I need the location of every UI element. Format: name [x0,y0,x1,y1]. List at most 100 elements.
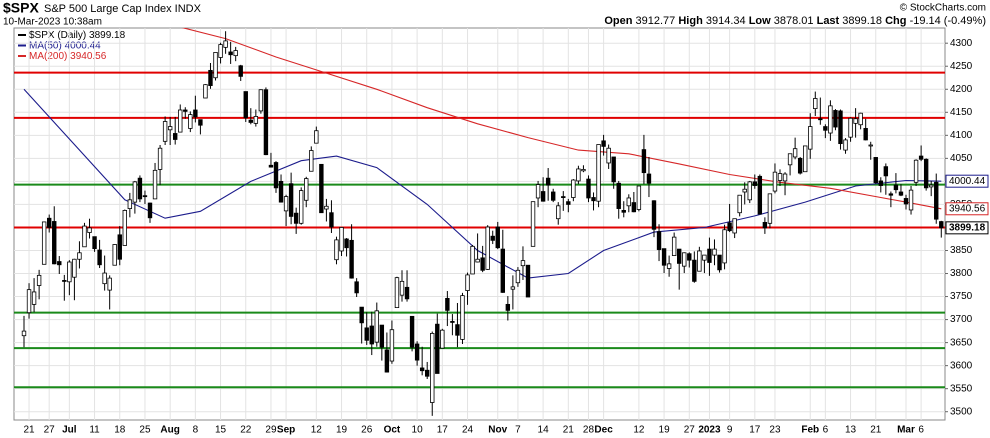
x-tick-label: 24 [462,425,474,436]
candle-body [510,286,516,290]
candle-body [787,153,793,166]
candle-body [520,260,526,267]
x-tick-label: Mar [897,425,915,436]
candle-body [616,182,621,209]
y-tick-label: 3550 [950,383,973,394]
y-tick-label: 4100 [950,130,973,141]
legend-entry: MA(200) 3940.56 [29,51,107,62]
candle-body [57,261,62,266]
chart-date: 10-Mar-2023 10:38am [3,17,102,28]
quote-value: -19.14 (-0.49%) [910,15,986,27]
candle-body [913,159,919,183]
candle-body [329,212,334,228]
legend-name: $SPX (Daily) [29,30,86,41]
quote-label: Chg [885,15,906,27]
candle-body [656,231,662,250]
candle-body [551,191,556,201]
candle-body [677,248,682,264]
quote-value: 3899.18 [842,15,882,27]
candle-body [530,201,536,247]
candle-body [661,248,667,266]
y-tick-label: 4150 [950,107,973,118]
candle-body [742,188,747,193]
candle-body [132,181,138,203]
x-tick-label: 23 [769,425,781,436]
candle-body [903,198,909,205]
y-tick-label: 4250 [950,61,973,72]
candle-body [137,177,143,200]
x-tick-label: Jul [62,425,77,436]
candle-body [198,119,203,126]
value-tag-label: 3899.18 [949,222,986,233]
candle-body [77,252,82,260]
x-tick-label: 13 [845,425,857,436]
y-tick-label: 3700 [950,314,973,325]
candle-body [268,164,274,168]
candle-body [102,272,107,285]
x-tick-label: 17 [749,425,761,436]
candle-body [107,277,112,291]
y-tick-label: 4300 [950,38,973,49]
candle-body [424,369,430,377]
legend-value: 4000.44 [65,40,102,51]
candle-body [450,321,455,323]
candle-body [475,258,480,263]
candle-body [334,239,339,261]
y-tick-label: 4050 [950,153,973,164]
candle-body [858,112,863,126]
quote-line: Open 3912.77 High 3914.34 Low 3878.01 La… [604,15,986,27]
candle-body [414,343,420,361]
candle-body [374,310,379,343]
quote-label: Last [817,15,840,27]
candle-body [283,196,289,212]
candle-body [404,286,410,300]
candle-body [697,250,702,272]
candle-body [646,173,652,184]
x-tick-label: 12 [633,425,645,436]
x-tick-label: 6 [823,425,829,436]
x-tick-label: 26 [361,425,373,436]
candle-body [399,280,405,296]
candle-body [178,109,183,133]
candle-body [737,194,742,214]
candle-body [21,330,27,337]
x-tick-label: 18 [114,425,126,436]
candle-body [828,105,833,134]
candle-body [671,236,677,256]
candle-body [92,236,97,250]
candle-body [918,155,924,160]
x-tick-label: Aug [160,425,179,436]
y-tick-label: 4200 [950,84,973,95]
candle-body [364,327,369,341]
x-tick-label: 15 [215,425,227,436]
plot-area [13,27,946,421]
candle-body [833,110,838,128]
candle-body [288,183,294,217]
candle-body [823,126,828,131]
candle-body [525,264,531,298]
x-tick-label: 17 [437,425,449,436]
candle-body [651,200,657,230]
quote-label: Low [749,15,771,27]
candle-body [515,269,521,284]
candle-body [561,196,566,198]
candle-body [934,181,939,220]
x-tick-label: 19 [659,425,671,436]
x-tick-label: 28 [583,425,595,436]
candle-body [540,191,546,202]
candle-body [409,315,415,348]
candle-body [485,226,490,270]
value-tag [945,174,989,188]
candle-body [238,65,243,77]
candle-body [591,197,596,202]
candle-body [324,205,329,210]
candle-body [147,202,153,219]
candle-body [586,178,591,199]
candle-body [762,221,768,229]
candle-body [349,239,354,279]
quote-label: Open [604,15,632,27]
candle-body [566,201,571,205]
candle-body [923,158,929,189]
y-tick-label: 3600 [950,360,973,371]
